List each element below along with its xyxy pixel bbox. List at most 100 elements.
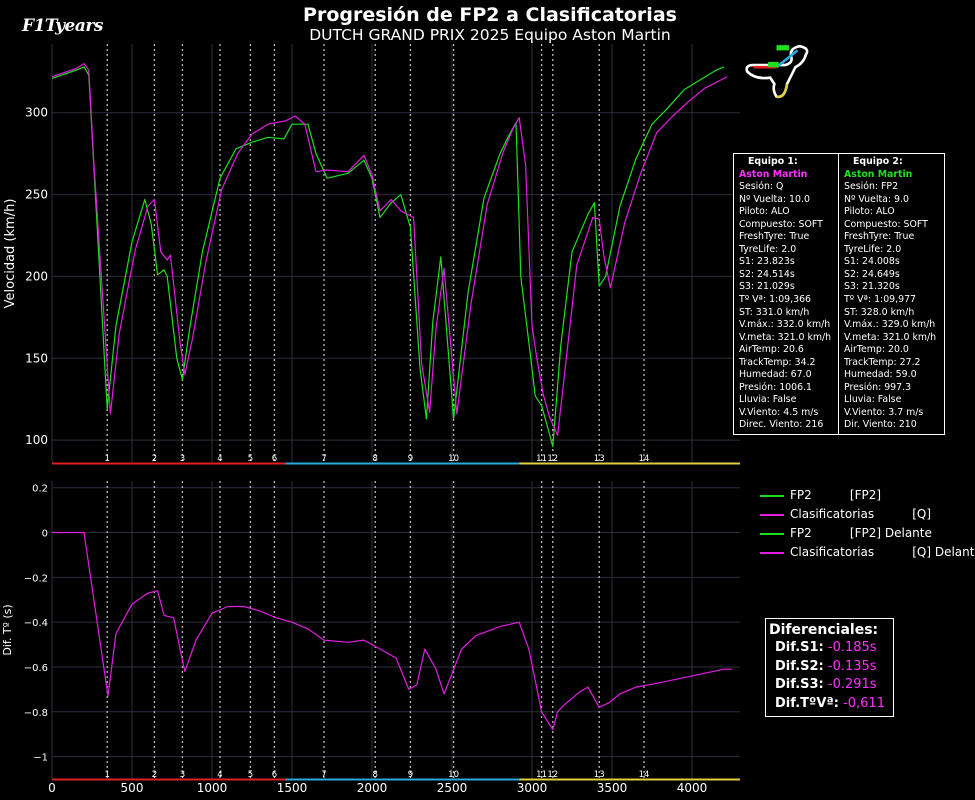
info-team2-name: Aston Martin bbox=[844, 168, 913, 180]
diff-s3-row: Dif.S3: -0.291s bbox=[769, 676, 893, 695]
corner-label: 10 bbox=[448, 770, 459, 780]
x-tick-label: 3500 bbox=[597, 781, 628, 795]
info-team2-line: Tº Vª: 1:09,977 bbox=[844, 294, 917, 306]
info-team1-line: AirTemp: 20.6 bbox=[739, 344, 804, 356]
legend-label: Clasificatorias [Q] bbox=[790, 507, 932, 521]
corner-label: 9 bbox=[408, 454, 413, 464]
info-team2-line: Nº Vuelta: 9.0 bbox=[844, 193, 909, 205]
info-team2-line: FreshTyre: True bbox=[844, 231, 915, 243]
diff-tv-row: Dif.TºVª: -0,611 bbox=[769, 695, 893, 714]
chart-title: Progresión de FP2 a Clasificatorias bbox=[303, 4, 677, 26]
corner-label: 12 bbox=[547, 454, 558, 464]
info-team2-line: S3: 21.320s bbox=[844, 281, 900, 293]
y-tick-label: −0.6 bbox=[24, 663, 48, 674]
y-tick-label: 200 bbox=[25, 269, 48, 283]
corner-label: 3 bbox=[180, 454, 185, 464]
diff-s2-label: Dif.S2: bbox=[775, 658, 824, 674]
legend-label: FP2 [FP2] Delante bbox=[790, 526, 932, 540]
y-tick-label: −0.8 bbox=[24, 708, 48, 719]
legend-swatch bbox=[760, 533, 784, 535]
corner-label: 8 bbox=[372, 454, 377, 464]
x-tick-label: 4000 bbox=[677, 781, 708, 795]
diff-s2-row: Dif.S2: -0.135s bbox=[769, 658, 893, 677]
info-team1-line: V.Viento: 4.5 m/s bbox=[739, 406, 819, 418]
corner-label: 3 bbox=[180, 770, 185, 780]
info-box-team1: Equipo 1: Aston Martin Sesión: Q Nº Vuelt… bbox=[733, 153, 840, 436]
info-team1-line: S3: 21.029s bbox=[739, 281, 795, 293]
legend-item-fp2-ahead[interactable]: FP2 [FP2] Delante bbox=[760, 524, 975, 543]
series-line-fp2 bbox=[51, 66, 725, 448]
legend-swatch bbox=[760, 552, 784, 554]
info-team1-line: S2: 24.514s bbox=[739, 268, 795, 280]
legend-item-fp2[interactable]: FP2 [FP2] bbox=[760, 486, 975, 505]
info-team1-line: Sesión: Q bbox=[739, 181, 784, 193]
y-tick-label: −0.4 bbox=[24, 618, 48, 629]
info-team1-header: Equipo 1: bbox=[748, 156, 798, 167]
info-team1-line: V.meta: 321.0 km/h bbox=[739, 331, 832, 343]
info-team2-line: AirTemp: 20.0 bbox=[844, 344, 909, 356]
info-team1-line: S1: 23.823s bbox=[739, 256, 795, 268]
legend-swatch bbox=[760, 514, 784, 516]
info-team2-line: Presión: 997.3 bbox=[844, 381, 912, 393]
info-team1-lines: Sesión: Q Nº Vuelta: 10.0 Piloto: ALO Compu… bbox=[739, 181, 839, 432]
y-tick-label: −1 bbox=[33, 753, 48, 764]
info-team2-line: TrackTemp: 27.2 bbox=[844, 356, 921, 368]
x-tick-label: 1000 bbox=[197, 781, 228, 795]
diff-s1-label: Dif.S1: bbox=[775, 640, 824, 655]
info-team2-line: Sesión: FP2 bbox=[844, 181, 899, 193]
y-tick-label: 100 bbox=[25, 433, 48, 447]
logo: F1Tyears bbox=[22, 16, 103, 36]
corner-label: 13 bbox=[594, 454, 605, 464]
x-tick-label: 0 bbox=[48, 781, 56, 795]
info-team2-line: Piloto: ALO bbox=[844, 206, 895, 218]
info-team2-line: V.meta: 321.0 km/h bbox=[844, 331, 937, 343]
y-tick-label: 300 bbox=[25, 106, 48, 120]
x-tick-label: 2500 bbox=[437, 781, 468, 795]
corner-label: 14 bbox=[639, 770, 650, 780]
corner-label: 7 bbox=[321, 454, 326, 464]
info-team1-line: Piloto: ALO bbox=[739, 206, 790, 218]
legend-item-quali-ahead[interactable]: Clasificatorias [Q] Delante bbox=[760, 543, 975, 562]
y-tick-label: 250 bbox=[25, 188, 48, 202]
diff-s3-value: -0.291s bbox=[827, 677, 877, 692]
info-team1-line: Direc. Viento: 216 bbox=[739, 419, 824, 431]
info-team1-line: Nº Vuelta: 10.0 bbox=[739, 193, 810, 205]
corner-label: 4 bbox=[217, 454, 222, 464]
corner-label: 4 bbox=[217, 770, 222, 780]
info-team1-line: TrackTemp: 34.2 bbox=[739, 356, 816, 368]
info-team1-line: TyreLife: 2.0 bbox=[739, 243, 797, 255]
corner-label: 7 bbox=[321, 770, 326, 780]
info-team2-line: Compuesto: SOFT bbox=[844, 218, 928, 230]
info-team2-line: S2: 24.649s bbox=[844, 268, 900, 280]
legend-item-quali[interactable]: Clasificatorias [Q] bbox=[760, 505, 975, 524]
diff-tv-label: Dif.TºVª: bbox=[775, 695, 839, 711]
diff-s3-label: Dif.S3: bbox=[775, 677, 824, 692]
corner-label: 6 bbox=[272, 770, 277, 780]
diff-s1-row: Dif.S1: -0.185s bbox=[769, 639, 893, 658]
info-team2-lines: Sesión: FP2 Nº Vuelta: 9.0 Piloto: ALO Comp… bbox=[844, 181, 944, 432]
y-tick-label: 0 bbox=[42, 529, 48, 540]
info-team2-line: S1: 24.008s bbox=[844, 256, 900, 268]
info-team1-line: Humedad: 67.0 bbox=[739, 369, 812, 381]
info-team2-line: Humedad: 59.0 bbox=[844, 369, 917, 381]
x-tick-label: 3000 bbox=[517, 781, 548, 795]
chart-subtitle: DUTCH GRAND PRIX 2025 Equipo Aston Marti… bbox=[309, 26, 671, 44]
info-team1-line: Presión: 1006.1 bbox=[739, 381, 813, 393]
info-team2-line: TyreLife: 2.0 bbox=[844, 243, 902, 255]
info-team1-line: Lluvia: False bbox=[739, 394, 797, 406]
corner-label: 9 bbox=[408, 770, 413, 780]
diff-s2-value: -0.135s bbox=[827, 658, 877, 674]
info-team1-line: ST: 331.0 km/h bbox=[739, 306, 810, 318]
y-tick-label: −0.2 bbox=[24, 573, 48, 584]
y-tick-label: 0.2 bbox=[32, 484, 48, 495]
corner-label: 2 bbox=[152, 454, 157, 464]
corner-label: 14 bbox=[639, 454, 650, 464]
y-tick-label: 150 bbox=[25, 351, 48, 365]
corner-label: 11 bbox=[536, 454, 547, 464]
info-team1-line: Tº Vª: 1:09,366 bbox=[739, 294, 812, 306]
corner-label: 6 bbox=[272, 454, 277, 464]
info-team2-line: V.Viento: 3.7 m/s bbox=[844, 406, 924, 418]
corner-label: 12 bbox=[547, 770, 558, 780]
info-team2-line: V.máx.: 329.0 km/h bbox=[844, 319, 936, 331]
